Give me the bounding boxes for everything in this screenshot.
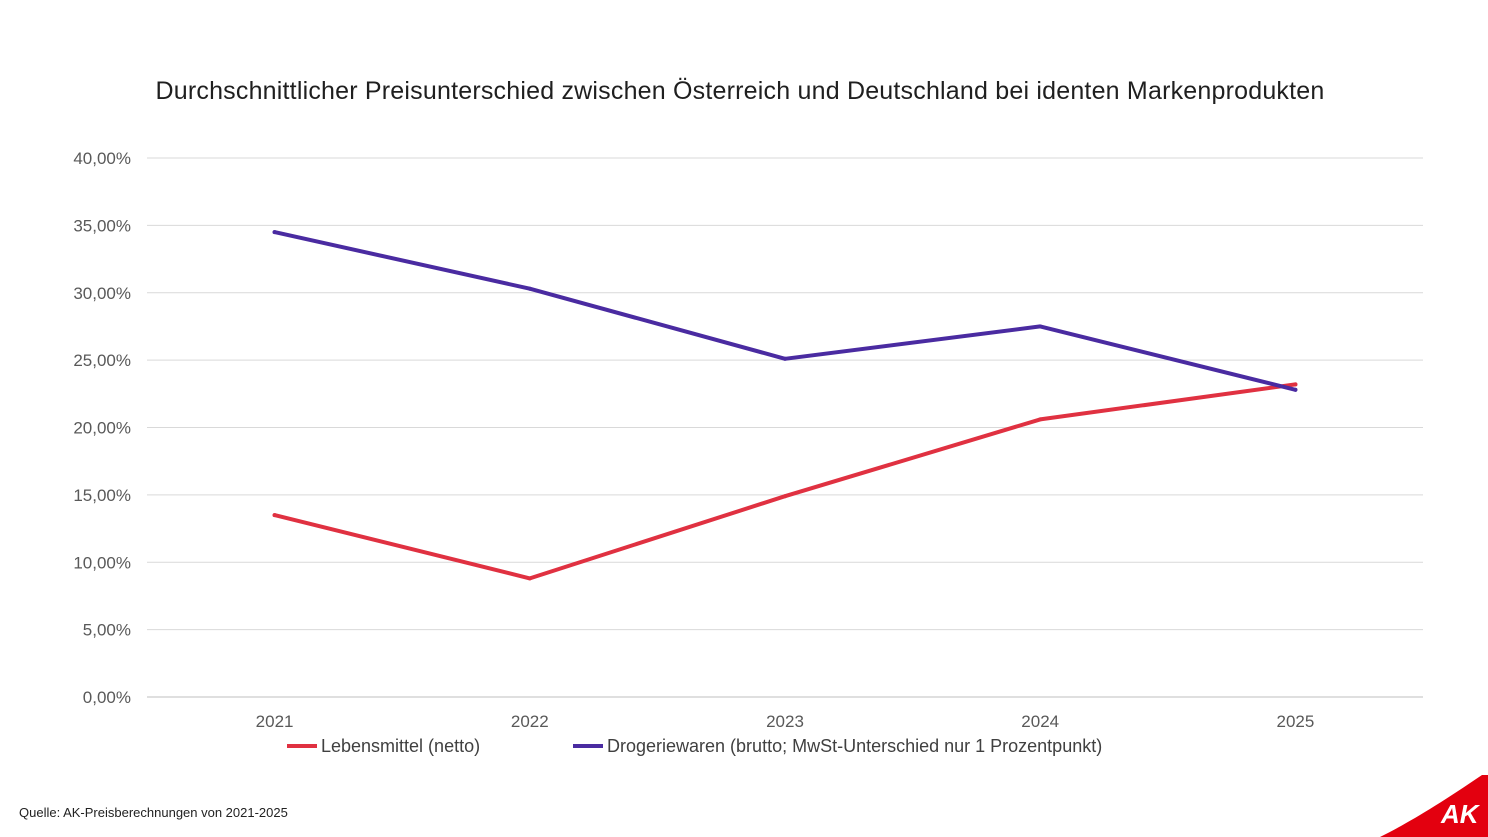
source-note: Quelle: AK-Preisberechnungen von 2021-20… (19, 805, 288, 820)
series-line-1 (272, 382, 1298, 581)
y-tick-label: 40,00% (73, 149, 131, 168)
x-tick-label: 2025 (1276, 712, 1314, 731)
x-tick-label: 2023 (766, 712, 804, 731)
y-tick-label: 30,00% (73, 284, 131, 303)
x-axis-ticks: 2021 2022 2023 2024 2025 (256, 712, 1315, 731)
y-tick-label: 35,00% (73, 216, 131, 235)
x-tick-label: 2024 (1021, 712, 1059, 731)
data-point (527, 286, 532, 291)
legend-label-2: Drogeriewaren (brutto; MwSt-Unterschied … (607, 736, 1102, 756)
y-tick-label: 10,00% (73, 553, 131, 572)
x-tick-label: 2021 (256, 712, 294, 731)
gridlines (147, 157, 1423, 698)
series-lines (272, 230, 1298, 581)
ak-logo: AK (1380, 775, 1488, 837)
y-axis-ticks: 0,00% 5,00% 10,00% 15,00% 20,00% 25,00% 30,00%… (73, 149, 131, 707)
data-point (783, 494, 787, 499)
data-point (527, 576, 532, 581)
data-point (272, 513, 277, 518)
data-point (1038, 417, 1043, 422)
chart-title: Durchschnittlicher Preisunterschied zwis… (155, 77, 1325, 105)
legend-label-1: Lebensmittel (netto) (321, 736, 480, 756)
y-tick-label: 15,00% (73, 486, 131, 505)
legend: Lebensmittel (netto) Drogeriewaren (brutt… (287, 736, 1102, 756)
series-line-2 (272, 230, 1298, 392)
data-point (1293, 387, 1298, 392)
y-tick-label: 0,00% (83, 688, 131, 707)
logo-text: AK (1440, 799, 1481, 829)
data-point (1293, 382, 1298, 387)
x-tick-label: 2022 (511, 712, 549, 731)
y-tick-label: 25,00% (73, 351, 131, 370)
y-tick-label: 20,00% (73, 419, 131, 438)
y-tick-label: 5,00% (83, 621, 131, 640)
data-point (1038, 324, 1043, 329)
data-point (783, 356, 787, 361)
data-point (272, 230, 277, 235)
